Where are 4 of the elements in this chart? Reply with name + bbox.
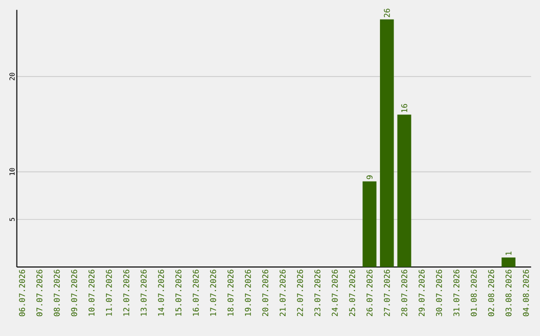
- bar: [502, 257, 516, 267]
- bar: [380, 19, 394, 267]
- bar: [362, 181, 376, 267]
- bar: [397, 114, 412, 267]
